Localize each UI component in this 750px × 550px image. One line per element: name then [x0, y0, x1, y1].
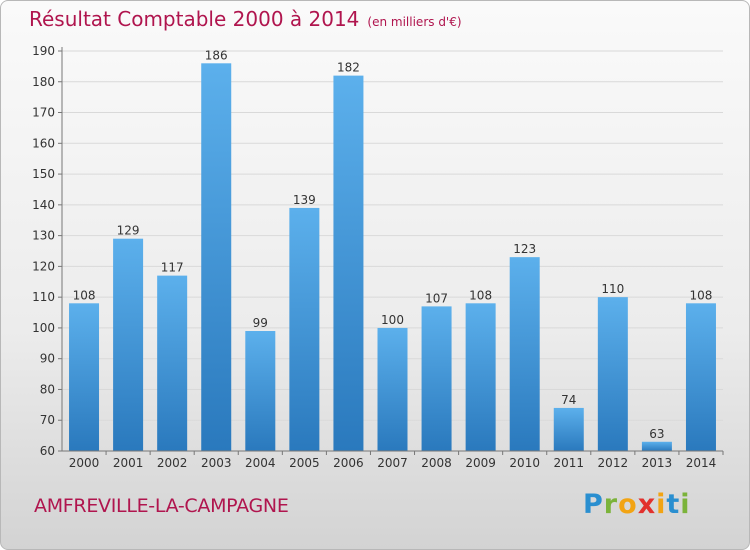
bar-2004 — [245, 331, 276, 451]
bars — [69, 63, 716, 452]
logo-letter: x — [637, 489, 657, 520]
logo-letter: i — [680, 489, 691, 520]
bar-2010 — [509, 257, 540, 451]
x-tick-label-2008: 2008 — [421, 456, 452, 470]
data-label-2009: 108 — [469, 288, 492, 302]
data-labels: 108 129 117 186 99 139 182 100 107 108 123 74 110 63 1… — [73, 48, 713, 440]
y-tick-label: 180 — [32, 75, 55, 89]
y-tick-label: 120 — [32, 259, 55, 273]
y-tick-label: 110 — [32, 290, 55, 304]
y-tick-label: 100 — [32, 321, 55, 335]
bar-2011 — [553, 407, 584, 451]
bar-2002 — [157, 275, 188, 451]
data-label-2008: 107 — [425, 291, 448, 305]
data-label-2010: 123 — [513, 242, 536, 256]
y-tick-label: 140 — [32, 198, 55, 212]
bar-2001 — [113, 238, 144, 451]
data-label-2000: 108 — [73, 288, 96, 302]
y-tick-label: 130 — [32, 229, 55, 243]
y-tick-label: 70 — [40, 413, 55, 427]
y-tick-label: 190 — [32, 44, 55, 58]
x-tick-label-2012: 2012 — [598, 456, 629, 470]
x-tick-label-2014: 2014 — [686, 456, 717, 470]
bar-2006 — [333, 75, 364, 451]
chart-title-main: Résultat Comptable 2000 à 2014 — [29, 7, 360, 31]
chart-title: Résultat Comptable 2000 à 2014 (en millie… — [29, 7, 462, 31]
data-label-2014: 108 — [690, 288, 713, 302]
y-tick-label: 90 — [40, 352, 55, 366]
logo-letter: t — [666, 489, 681, 520]
x-tick-label-2002: 2002 — [157, 456, 188, 470]
y-tick-label: 60 — [40, 444, 55, 458]
x-tick-label-2013: 2013 — [642, 456, 673, 470]
chart-title-unit: (en milliers d'€) — [367, 15, 462, 29]
x-tick-label-2005: 2005 — [289, 456, 320, 470]
x-tick-label-2010: 2010 — [509, 456, 540, 470]
bar-2003 — [201, 63, 232, 452]
x-tick-label-2011: 2011 — [553, 456, 584, 470]
logo-letter: P — [583, 489, 604, 520]
proxiti-logo: Proxiti — [583, 489, 691, 520]
axes: 60 70 80 90 100 110 120 130 140 150 160 170 180 190 20… — [32, 44, 724, 470]
bar-2012 — [597, 297, 628, 451]
data-label-2006: 182 — [337, 61, 360, 75]
y-tick-label: 80 — [40, 382, 55, 396]
bar-2005 — [289, 207, 320, 451]
bar-2008 — [421, 306, 452, 451]
x-tick-label-2003: 2003 — [201, 456, 232, 470]
bar-2014 — [685, 303, 716, 451]
logo-letter: i — [656, 489, 667, 520]
data-label-2013: 63 — [649, 427, 664, 441]
x-tick-label-2009: 2009 — [465, 456, 496, 470]
data-label-2001: 129 — [117, 224, 140, 238]
y-tick-label: 150 — [32, 167, 55, 181]
bar-2007 — [377, 327, 408, 451]
x-tick-label-2006: 2006 — [333, 456, 364, 470]
data-label-2011: 74 — [561, 393, 576, 407]
x-tick-label-2000: 2000 — [69, 456, 100, 470]
logo-letter: r — [603, 489, 619, 520]
data-label-2002: 117 — [161, 261, 184, 275]
x-tick-label-2007: 2007 — [377, 456, 408, 470]
data-label-2004: 99 — [253, 316, 268, 330]
data-label-2012: 110 — [601, 282, 624, 296]
data-label-2003: 186 — [205, 48, 228, 62]
data-label-2007: 100 — [381, 313, 404, 327]
logo-letter: o — [618, 489, 638, 520]
bar-2009 — [465, 303, 496, 451]
data-label-2005: 139 — [293, 193, 316, 207]
commune-name: AMFREVILLE-LA-CAMPAGNE — [34, 495, 289, 517]
bar-2000 — [69, 303, 100, 451]
x-tick-label-2004: 2004 — [245, 456, 276, 470]
bar-2013 — [641, 441, 672, 451]
x-tick-label-2001: 2001 — [113, 456, 144, 470]
y-tick-label: 160 — [32, 136, 55, 150]
y-tick-label: 170 — [32, 106, 55, 120]
